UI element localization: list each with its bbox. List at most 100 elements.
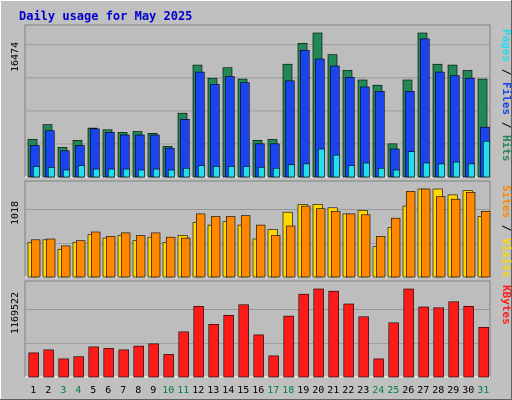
panel-legend: KBytes (500, 285, 512, 325)
x-tick-day-10: 10 (162, 385, 174, 396)
series-pages (32, 140, 490, 178)
bar-sites-day-14 (226, 216, 236, 278)
x-tick-day-15: 15 (237, 385, 249, 396)
x-tick-day-21: 21 (327, 385, 339, 396)
bar-pages-day-18 (287, 164, 295, 178)
x-tick-day-1: 1 (30, 385, 36, 396)
x-tick-day-31: 31 (477, 385, 489, 396)
bar-pages-day-13 (213, 166, 220, 178)
x-tick-day-13: 13 (207, 385, 219, 396)
series-files (29, 38, 490, 178)
bar-kbytes-day-22 (343, 303, 354, 378)
bar-pages-day-14 (228, 166, 235, 178)
series-sites (30, 188, 491, 278)
bar-sites-day-29 (450, 198, 461, 278)
bar-files-day-14 (225, 76, 235, 178)
x-tick-day-23: 23 (357, 385, 369, 396)
x-tick-day-27: 27 (417, 385, 429, 396)
bar-kbytes-day-26 (403, 288, 414, 378)
bar-files-day-29 (449, 75, 460, 178)
x-tick-day-30: 30 (462, 385, 474, 396)
bar-sites-day-21 (330, 211, 341, 278)
bar-pages-day-26 (407, 151, 415, 178)
bar-sites-day-25 (390, 217, 401, 278)
x-tick-day-11: 11 (177, 385, 189, 396)
bar-pages-day-7 (123, 168, 130, 178)
bar-pages-day-3 (62, 169, 70, 178)
chart-panels: 16474 Pages / Files / Hits 1018 Sites / Vis… (10, 24, 512, 378)
bar-sites-day-17 (270, 235, 281, 278)
bar-kbytes-day-18 (283, 315, 294, 378)
bar-pages-day-17 (272, 168, 280, 178)
chart-title: Daily usage for May 2025 (19, 9, 192, 23)
bar-pages-day-1 (32, 166, 40, 178)
bar-kbytes-day-12 (193, 305, 204, 378)
bar-kbytes-day-9 (148, 343, 159, 378)
bar-sites-day-13 (211, 216, 221, 278)
bar-pages-day-11 (183, 168, 190, 178)
bar-kbytes-day-25 (388, 322, 399, 378)
x-tick-day-29: 29 (447, 385, 459, 396)
x-tick-day-4: 4 (75, 385, 81, 396)
bar-pages-day-19 (302, 163, 310, 178)
bar-pages-day-21 (332, 154, 340, 178)
x-tick-day-12: 12 (192, 385, 204, 396)
bar-sites-day-2 (45, 238, 56, 278)
bar-kbytes-day-20 (313, 288, 324, 378)
legend-sites: Sites (500, 185, 512, 218)
bar-sites-day-30 (465, 192, 476, 278)
bar-pages-day-23 (362, 162, 370, 178)
bar-sites-day-9 (151, 232, 161, 278)
bar-pages-day-8 (138, 169, 145, 178)
bar-pages-day-4 (78, 165, 85, 178)
bar-pages-day-28 (437, 163, 445, 178)
bar-kbytes-day-11 (178, 331, 189, 378)
bar-files-day-22 (344, 77, 355, 178)
bar-sites-day-6 (106, 236, 116, 278)
legend-pages: Pages (500, 29, 512, 62)
bar-sites-day-5 (91, 231, 101, 278)
bar-sites-day-28 (435, 196, 446, 278)
y-max-label: 1018 (10, 201, 21, 225)
legend-files: Files (500, 75, 512, 115)
bar-sites-day-4 (76, 240, 86, 278)
bar-files-day-15 (240, 82, 250, 178)
y-max-label: 1169522 (10, 292, 21, 334)
bar-sites-day-19 (300, 205, 311, 278)
x-tick-day-24: 24 (372, 385, 384, 396)
bar-kbytes-day-1 (28, 352, 39, 378)
panel-legend: Pages / Files / Hits (500, 29, 512, 162)
x-tick-day-2: 2 (45, 385, 51, 396)
bar-sites-day-1 (30, 239, 41, 278)
bar-sites-day-18 (285, 225, 296, 278)
bar-pages-day-2 (47, 167, 55, 178)
bar-kbytes-day-3 (58, 358, 69, 378)
bar-kbytes-day-16 (253, 334, 264, 378)
panel-visits-sites: 1018 Sites / Visits (10, 180, 512, 278)
bar-kbytes-day-30 (463, 305, 474, 378)
bar-sites-day-7 (121, 232, 131, 278)
bar-kbytes-day-8 (133, 345, 144, 378)
x-tick-day-28: 28 (432, 385, 444, 396)
x-tick-day-26: 26 (402, 385, 414, 396)
x-tick-day-18: 18 (282, 385, 294, 396)
x-axis-tick-labels: 1 2 3 4 5 6 7 8 9 10 11 12 13 14 15 16 17 18 19 20 21 22 23 24 2… (30, 385, 489, 396)
bar-kbytes-day-24 (373, 358, 384, 378)
bar-kbytes-day-29 (448, 301, 459, 378)
bar-pages-day-10 (168, 169, 175, 178)
bar-files-day-12 (195, 71, 205, 178)
x-tick-day-3: 3 (60, 385, 66, 396)
panel-hits-files-pages: 16474 Pages / Files / Hits (10, 24, 512, 178)
bar-kbytes-day-7 (118, 349, 129, 378)
bar-kbytes-day-6 (103, 348, 114, 378)
bar-sites-day-31 (480, 211, 491, 278)
x-tick-day-7: 7 (120, 385, 126, 396)
bar-pages-day-9 (153, 168, 160, 178)
x-tick-day-16: 16 (252, 385, 264, 396)
bar-files-day-24 (374, 91, 385, 178)
bar-sites-day-23 (360, 214, 371, 278)
bar-kbytes-day-2 (43, 349, 54, 378)
bar-sites-day-22 (345, 213, 356, 278)
bar-pages-day-25 (392, 169, 400, 178)
